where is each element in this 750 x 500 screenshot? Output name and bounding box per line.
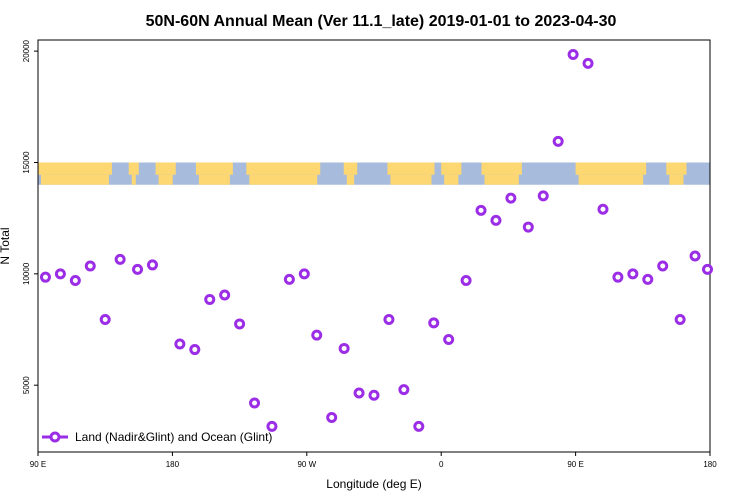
y-tick-label: 5000 [22,376,31,394]
map-land [198,174,230,185]
data-point [522,221,534,233]
data-point [597,203,609,215]
data-point [326,411,338,423]
data-point [674,313,686,325]
data-point [39,271,51,283]
map-land [131,174,136,185]
data-point [689,250,701,262]
y-tick-label: 20000 [22,39,31,62]
data-point [552,135,564,147]
y-axis-label: N Total [0,227,12,264]
data-point [398,384,410,396]
data-point [204,293,216,305]
data-point [99,313,111,325]
data-point [84,260,96,272]
map-land [195,162,233,175]
map-land [666,162,687,175]
map-land [444,174,459,185]
data-point [475,204,487,216]
data-point [582,57,594,69]
legend: Land (Nadir&Glint) and Ocean (Glint) [42,430,272,444]
data-point [383,313,395,325]
data-point [219,289,231,301]
data-point [702,263,714,275]
map-land [41,174,109,185]
data-point [54,268,66,280]
data-point [174,338,186,350]
data-point [311,329,323,341]
x-tick-label: 180 [703,460,717,469]
map-land [669,174,684,185]
data-point [189,344,201,356]
legend-marker [49,431,61,443]
map-land [38,162,112,175]
x-tick-label: 90 E [567,460,583,469]
data-point [642,273,654,285]
data-point [298,268,310,280]
data-point [537,190,549,202]
data-point [460,275,472,287]
data-point [505,192,517,204]
map-land [346,174,355,185]
map-land [484,174,519,185]
data-point [567,48,579,60]
data-point [368,389,380,401]
data-point [146,259,158,271]
data-point [428,317,440,329]
data-point [114,253,126,265]
map-land [390,174,432,185]
x-axis: 90 E 180 90 W 0 90 E 180 [30,452,717,469]
x-axis-label: Longitude (deg E) [326,477,421,491]
plot-frame [37,39,711,453]
map-land [575,162,647,175]
data-point [612,271,624,283]
map-land [158,174,173,185]
map-land [155,162,176,175]
data-point [443,334,455,346]
map-land [128,162,139,175]
x-tick-label: 0 [439,460,444,469]
map-land [387,162,435,175]
data-point [338,342,350,354]
data-point [266,420,278,432]
data-point [283,273,295,285]
series-points [39,48,714,432]
data-point [234,318,246,330]
data-point [132,263,144,275]
world-map-band [38,162,710,185]
data-point [657,260,669,272]
x-tick-label: 180 [166,460,180,469]
legend-label: Land (Nadir&Glint) and Ocean (Glint) [75,430,272,444]
data-point [627,268,639,280]
y-tick-label: 15000 [22,151,31,174]
map-land [578,174,644,185]
data-point [353,387,365,399]
chart-title: 50N-60N Annual Mean (Ver 11.1_late) 2019… [146,13,617,30]
x-tick-label: 90 E [30,460,46,469]
data-point [69,275,81,287]
map-land [481,162,522,175]
map-land [343,162,358,175]
y-tick-label: 10000 [22,262,31,285]
y-axis: 5000 10000 15000 20000 [22,39,38,394]
data-point [249,397,261,409]
data-point [490,214,502,226]
map-land [246,162,321,175]
data-point [413,420,425,432]
map-land [441,162,462,175]
x-tick-label: 90 W [297,460,316,469]
map-land [249,174,318,185]
